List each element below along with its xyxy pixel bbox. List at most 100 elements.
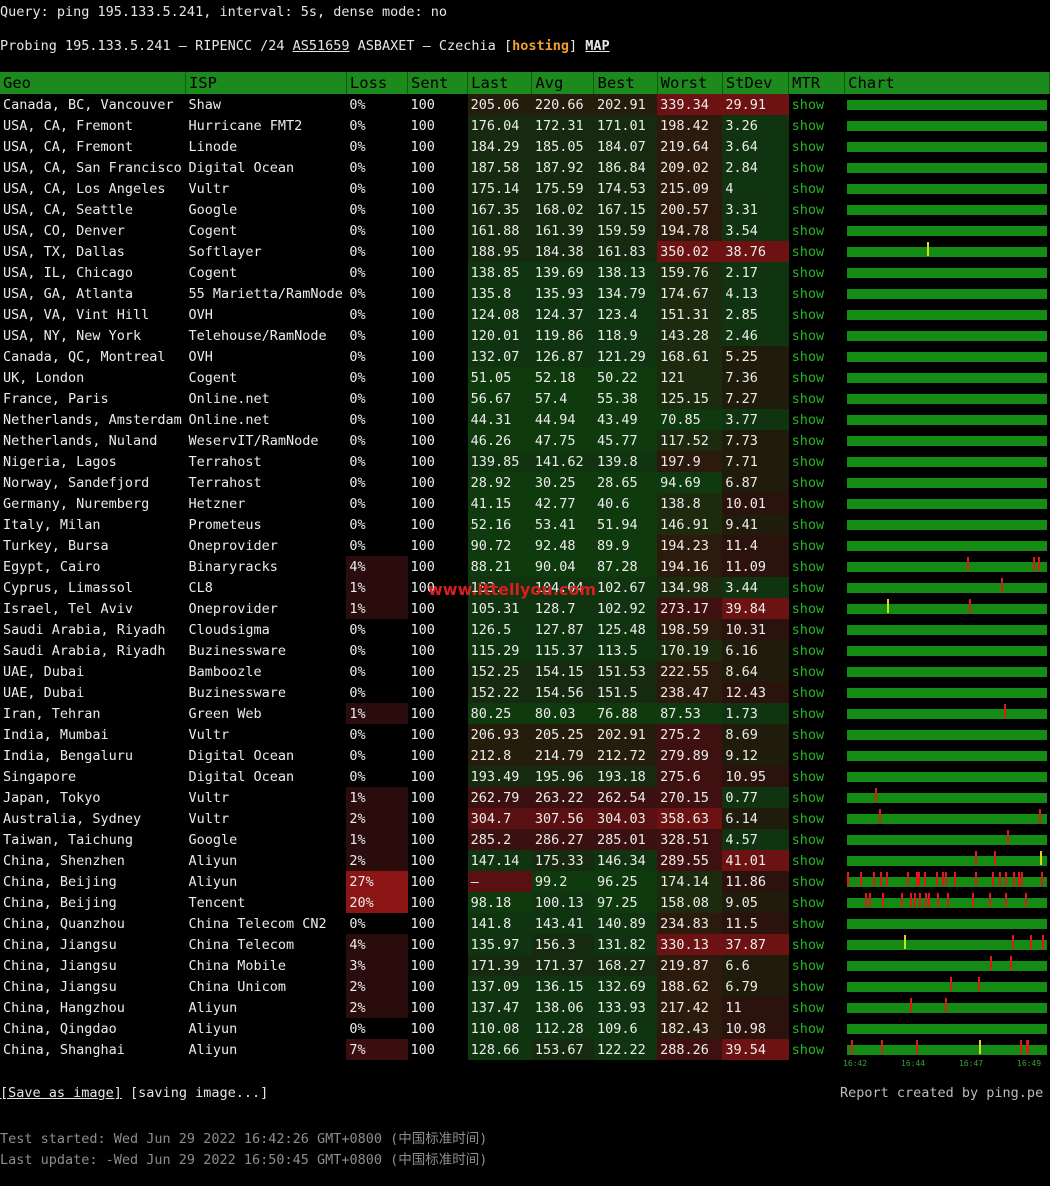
cell-mtr[interactable]: show	[791, 159, 825, 176]
cell-mtr[interactable]: show	[791, 327, 825, 344]
cell-mtr[interactable]: show	[791, 201, 825, 218]
cell-mtr[interactable]: show	[791, 684, 825, 701]
cell-mtr[interactable]: show	[791, 579, 825, 596]
loss-spike	[998, 872, 1001, 886]
cell-stdev: 7.27	[722, 388, 789, 409]
cell-mtr[interactable]: show	[791, 285, 825, 302]
cell-mtr[interactable]: show	[791, 768, 825, 785]
cell-last: 88.21	[467, 556, 532, 577]
cell-isp: Cogent	[188, 369, 238, 386]
cell-loss: 2%	[346, 850, 408, 871]
cell-stdev: 39.54	[722, 1039, 789, 1060]
cell-mtr[interactable]: show	[791, 474, 825, 491]
cell-mtr[interactable]: show	[791, 810, 825, 827]
cell-mtr[interactable]: show	[791, 369, 825, 386]
cell-mtr[interactable]: show	[791, 726, 825, 743]
cell-mtr[interactable]: show	[791, 411, 825, 428]
table-row: USA, CA, San Francisco Digital Ocean 0% 100…	[0, 157, 1050, 178]
loss-spike	[906, 872, 909, 886]
latency-chart	[845, 913, 1050, 934]
cell-isp: Hetzner	[188, 495, 246, 512]
cell-last: 184.29	[467, 136, 532, 157]
cell-mtr[interactable]: show	[791, 348, 825, 365]
cell-mtr[interactable]: show	[791, 1020, 825, 1037]
cell-mtr[interactable]: show	[791, 957, 825, 974]
cell-mtr[interactable]: show	[791, 621, 825, 638]
cell-mtr[interactable]: show	[791, 537, 825, 554]
cell-worst: 279.89	[657, 745, 723, 766]
cell-mtr[interactable]: show	[791, 1041, 825, 1058]
cell-mtr[interactable]: show	[791, 117, 825, 134]
results-table: Geo ISP Loss Sent Last Avg Best Worst StDev MTR Ch…	[0, 72, 1050, 1060]
table-row: UAE, Dubai Buzinessware 0% 100 152.22 154.56 1…	[0, 682, 1050, 703]
cell-mtr[interactable]: show	[791, 642, 825, 659]
cell-loss: 0%	[346, 745, 408, 766]
latency-chart	[845, 661, 1050, 682]
chart-box	[846, 1018, 1047, 1039]
cell-mtr[interactable]: show	[791, 663, 825, 680]
cell-mtr[interactable]: show	[791, 390, 825, 407]
cell-mtr[interactable]: show	[791, 705, 825, 722]
cell-mtr[interactable]: show	[791, 306, 825, 323]
map-link[interactable]: MAP	[585, 38, 610, 54]
cell-mtr[interactable]: show	[791, 600, 825, 617]
loss-spike	[917, 872, 920, 886]
cell-mtr[interactable]: show	[791, 999, 825, 1016]
table-row: USA, CA, Fremont Hurricane FMT2 0% 100 176.0…	[0, 115, 1050, 136]
cell-mtr[interactable]: show	[791, 894, 825, 911]
cell-geo: China, Beijing	[3, 873, 117, 890]
cell-avg: 57.4	[531, 388, 594, 409]
cell-mtr[interactable]: show	[791, 873, 825, 890]
cell-sent: 100	[410, 894, 435, 911]
cell-sent: 100	[410, 957, 435, 974]
cell-mtr[interactable]: show	[791, 180, 825, 197]
latency-chart	[845, 451, 1050, 472]
cell-avg: 136.15	[531, 976, 594, 997]
cell-mtr[interactable]: show	[791, 138, 825, 155]
last-update: Last update: -Wed Jun 29 2022 16:50:45 G…	[0, 1152, 488, 1168]
chart-bar	[846, 646, 1047, 656]
save-as-image-link[interactable]: [Save as image]	[0, 1085, 122, 1101]
cell-mtr[interactable]: show	[791, 96, 825, 113]
cell-mtr[interactable]: show	[791, 453, 825, 470]
cell-loss: 0%	[346, 136, 408, 157]
cell-mtr[interactable]: show	[791, 222, 825, 239]
cell-isp: Vultr	[188, 726, 230, 743]
cell-sent: 100	[410, 873, 435, 890]
cell-mtr[interactable]: show	[791, 831, 825, 848]
chart-bar	[846, 814, 1047, 824]
table-row: UAE, Dubai Bamboozle 0% 100 152.25 154.15 151.…	[0, 661, 1050, 682]
cell-last: 126.5	[467, 619, 532, 640]
cell-mtr[interactable]: show	[791, 558, 825, 575]
cell-mtr[interactable]: show	[791, 852, 825, 869]
cell-sent: 100	[410, 369, 435, 386]
cell-geo: China, Jiangsu	[3, 978, 117, 995]
asn-link[interactable]: AS51659	[292, 38, 350, 54]
cell-mtr[interactable]: show	[791, 936, 825, 953]
chart-bar	[846, 961, 1047, 971]
cell-mtr[interactable]: show	[791, 264, 825, 281]
chart-bar	[846, 247, 1047, 257]
cell-loss: 4%	[346, 934, 408, 955]
cell-worst: 215.09	[657, 178, 723, 199]
cell-isp: Google	[188, 831, 238, 848]
cell-mtr[interactable]: show	[791, 243, 825, 260]
cell-sent: 100	[410, 999, 435, 1016]
cell-mtr[interactable]: show	[791, 789, 825, 806]
cell-last: 141.8	[467, 913, 532, 934]
cell-last: 152.22	[467, 682, 532, 703]
cell-last: 188.95	[467, 241, 532, 262]
cell-sent: 100	[410, 726, 435, 743]
cell-worst: 194.23	[657, 535, 723, 556]
cell-mtr[interactable]: show	[791, 978, 825, 995]
watermark-text: www.ittellyou.com	[428, 580, 597, 599]
cell-best: 113.5	[593, 640, 658, 661]
cell-isp: Aliyun	[188, 999, 238, 1016]
cell-avg: 205.25	[531, 724, 594, 745]
cell-mtr[interactable]: show	[791, 495, 825, 512]
cell-mtr[interactable]: show	[791, 432, 825, 449]
col-header-mtr: MTR	[788, 72, 846, 94]
cell-mtr[interactable]: show	[791, 516, 825, 533]
cell-mtr[interactable]: show	[791, 915, 825, 932]
cell-mtr[interactable]: show	[791, 747, 825, 764]
